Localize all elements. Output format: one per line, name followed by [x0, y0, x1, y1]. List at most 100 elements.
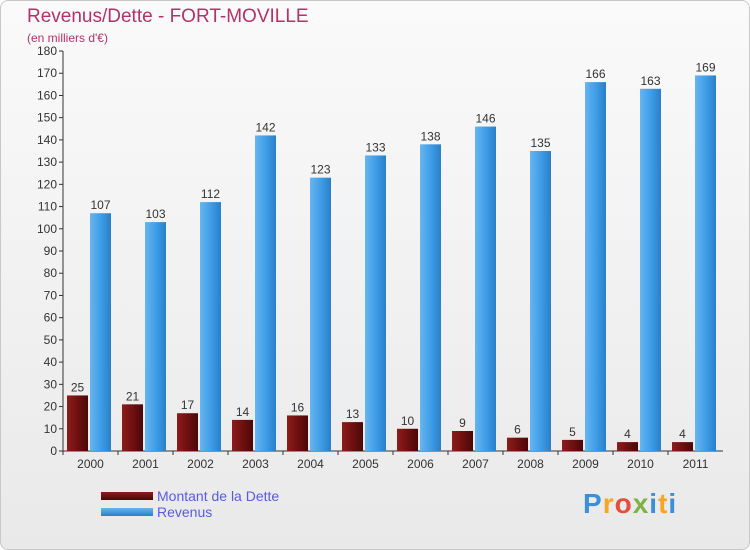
data-label-dette: 4	[624, 427, 631, 441]
logo-letter: i	[668, 488, 678, 519]
logo-letter: x	[632, 488, 650, 519]
data-label-dette: 9	[459, 416, 466, 430]
chart-subtitle: (en milliers d'€)	[27, 31, 108, 45]
legend-item-dette: Montant de la Dette	[101, 488, 279, 504]
bar-dette	[342, 422, 363, 451]
data-label-revenus: 166	[585, 67, 605, 81]
data-label-dette: 13	[346, 407, 360, 421]
bar-revenus	[475, 126, 496, 452]
bar-dette	[177, 413, 198, 451]
x-tick-label: 2006	[407, 457, 434, 471]
y-tick-label: 80	[44, 266, 58, 280]
x-tick-label: 2000	[77, 457, 104, 471]
bar-dette	[562, 439, 583, 451]
data-label-dette: 17	[181, 398, 195, 412]
data-label-revenus: 103	[145, 207, 165, 221]
x-tick-label: 2001	[132, 457, 159, 471]
y-tick-label: 10	[44, 422, 58, 436]
bar-revenus	[90, 213, 111, 451]
bar-dette	[67, 395, 88, 451]
x-tick-label: 2003	[242, 457, 269, 471]
data-label-revenus: 146	[475, 112, 495, 126]
logo-letter: t	[658, 488, 669, 519]
bar-dette	[287, 415, 308, 451]
bar-revenus	[640, 88, 661, 452]
data-labels: 25 107 21 103 17 112 14 142 16 123 13 133 10 138 9 146 6…	[71, 60, 716, 441]
legend-swatch-revenus	[101, 508, 153, 516]
data-label-revenus: 112	[201, 187, 220, 201]
y-tick-label: 100	[37, 222, 57, 236]
y-tick-label: 20	[44, 400, 58, 414]
chart-title: Revenus/Dette - FORT-MOVILLE	[27, 6, 309, 27]
logo-letter: i	[649, 488, 659, 519]
data-label-dette: 4	[679, 427, 686, 441]
y-tick-label: 170	[37, 66, 57, 80]
data-label-revenus: 138	[420, 129, 440, 143]
proxiti-logo: Proxiti	[583, 488, 677, 520]
y-tick-label: 110	[38, 200, 57, 214]
data-label-dette: 16	[291, 400, 305, 414]
y-tick-label: 130	[37, 155, 57, 169]
bar-revenus	[310, 177, 331, 451]
data-label-revenus: 169	[695, 60, 715, 74]
logo-letter: P	[583, 488, 603, 519]
bar-revenus	[695, 75, 716, 451]
legend-label-revenus: Revenus	[157, 504, 213, 520]
x-tick-label: 2009	[572, 457, 599, 471]
data-label-dette: 21	[126, 389, 140, 403]
bar-revenus	[530, 151, 551, 451]
legend: Montant de la Dette Revenus	[101, 488, 279, 520]
bar-dette	[672, 442, 693, 451]
y-tick-label: 0	[50, 444, 57, 458]
data-label-dette: 25	[71, 380, 85, 394]
x-tick-label: 2005	[352, 457, 379, 471]
bar-revenus	[255, 135, 276, 451]
data-label-revenus: 107	[90, 198, 110, 212]
x-tick-label: 2010	[627, 457, 654, 471]
logo-letter: r	[602, 488, 615, 519]
bar-revenus	[145, 222, 166, 451]
legend-item-revenus: Revenus	[101, 504, 279, 520]
data-label-dette: 6	[514, 423, 521, 437]
data-label-dette: 14	[236, 405, 250, 419]
y-tick-label: 70	[44, 288, 58, 302]
bar-dette	[452, 431, 473, 451]
y-tick-label: 50	[44, 333, 58, 347]
y-tick-label: 180	[37, 44, 57, 58]
x-tick-label: 2004	[297, 457, 324, 471]
y-tick-label: 120	[37, 177, 57, 191]
bar-dette	[397, 428, 418, 451]
axes: 0 10 20 30 40 50 60 70 80 90 100 110 120 130 140 150 160…	[37, 44, 723, 471]
bar-dette	[122, 404, 143, 451]
y-tick-label: 90	[44, 244, 58, 258]
bars	[67, 75, 716, 452]
x-tick-label: 2008	[517, 457, 544, 471]
data-label-dette: 5	[569, 425, 576, 439]
bar-dette	[232, 419, 253, 451]
bar-dette	[617, 442, 638, 451]
bar-revenus	[365, 155, 386, 451]
y-tick-label: 40	[44, 355, 58, 369]
x-tick-label: 2007	[462, 457, 489, 471]
data-label-revenus: 163	[640, 74, 660, 88]
data-label-revenus: 123	[310, 163, 330, 177]
bar-dette	[507, 437, 528, 451]
x-tick-label: 2011	[683, 457, 709, 471]
y-tick-label: 60	[44, 311, 58, 325]
y-tick-label: 150	[37, 111, 57, 125]
y-tick-label: 140	[37, 133, 57, 147]
logo-letter: o	[614, 488, 633, 519]
data-label-revenus: 133	[365, 140, 385, 154]
bar-revenus	[200, 202, 221, 451]
bar-revenus	[585, 82, 606, 451]
legend-swatch-dette	[101, 492, 153, 500]
data-label-revenus: 142	[255, 120, 275, 134]
y-tick-label: 30	[44, 377, 58, 391]
x-tick-label: 2002	[187, 457, 214, 471]
y-tick-label: 160	[37, 88, 57, 102]
legend-label-dette: Montant de la Dette	[157, 488, 280, 504]
data-label-revenus: 135	[530, 136, 550, 150]
bar-revenus	[420, 144, 441, 452]
